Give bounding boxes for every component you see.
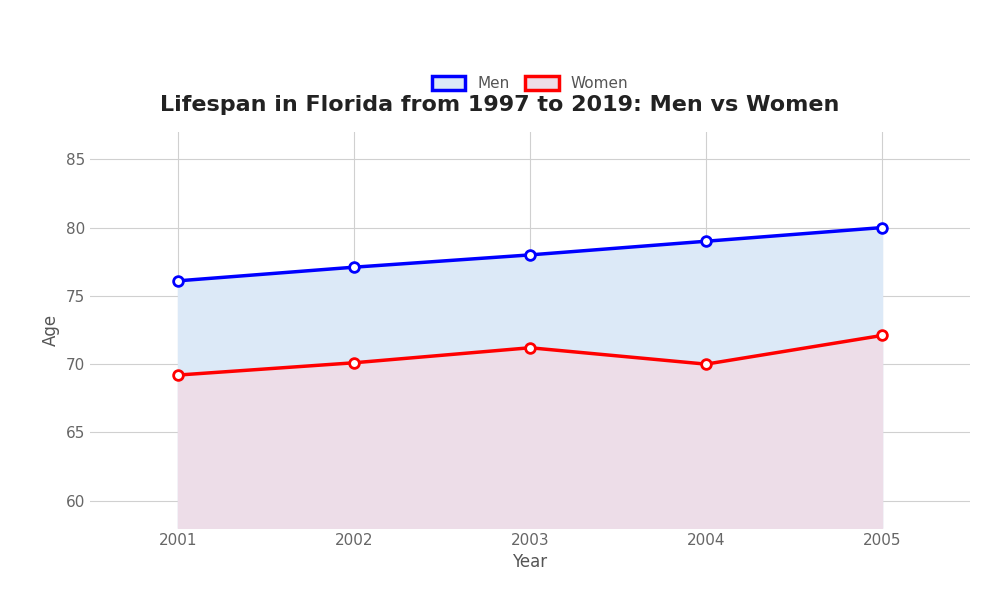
Text: Lifespan in Florida from 1997 to 2019: Men vs Women: Lifespan in Florida from 1997 to 2019: M…: [160, 95, 840, 115]
X-axis label: Year: Year: [512, 553, 548, 571]
Legend: Men, Women: Men, Women: [424, 68, 636, 99]
Y-axis label: Age: Age: [42, 314, 60, 346]
